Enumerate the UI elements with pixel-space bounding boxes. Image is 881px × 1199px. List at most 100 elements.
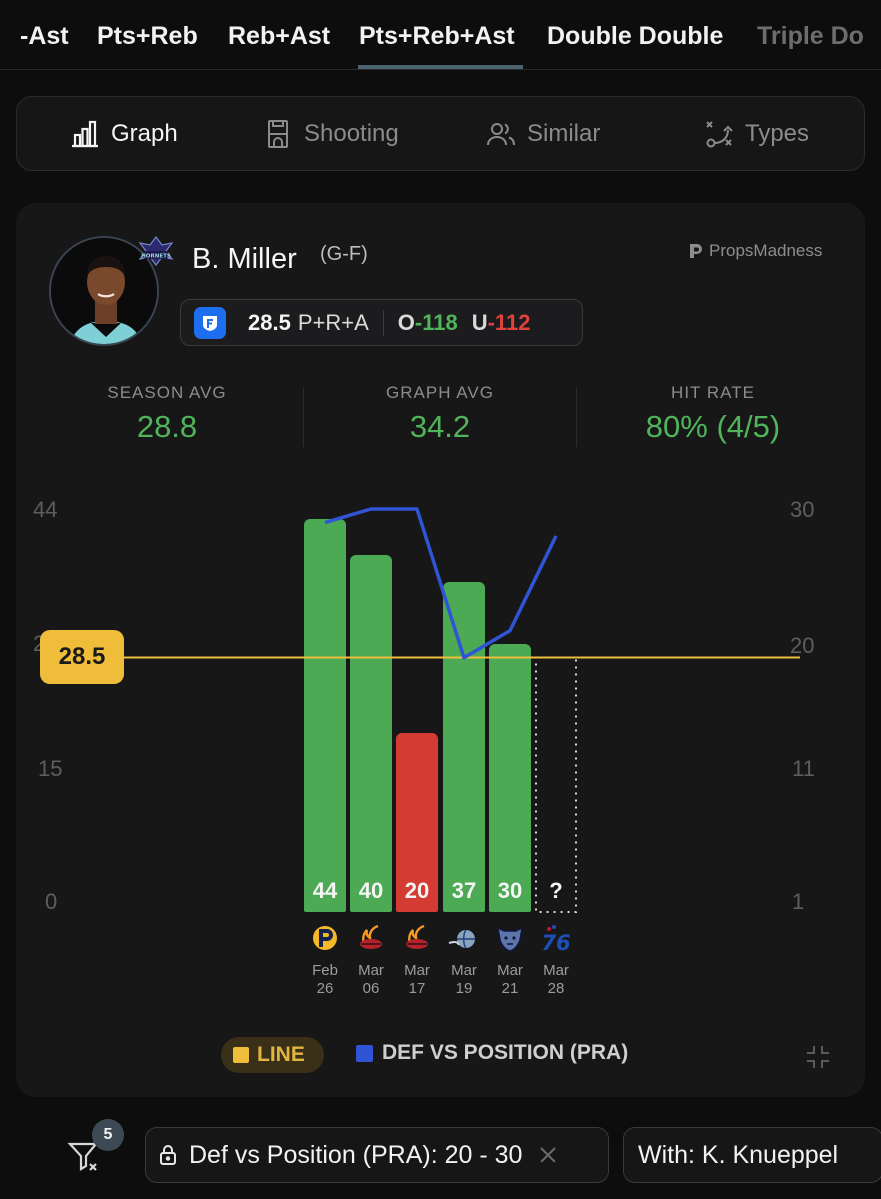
game-date-month: Mar bbox=[451, 962, 477, 979]
bar-mar-06[interactable] bbox=[350, 554, 392, 912]
player-avatar bbox=[49, 236, 159, 346]
bar-value-label: 44 bbox=[312, 878, 338, 903]
player-name: B. Miller bbox=[192, 243, 297, 275]
view-types[interactable]: Types bbox=[703, 119, 809, 149]
play-diagram-icon bbox=[706, 121, 733, 148]
bar-value-label: 40 bbox=[358, 878, 384, 903]
season-avg: SEASON AVG 28.8 bbox=[31, 383, 303, 445]
bar-mar-19[interactable] bbox=[443, 581, 485, 912]
bar-chart-icon bbox=[72, 120, 98, 148]
svg-text:76: 76 bbox=[541, 931, 570, 953]
close-icon[interactable] bbox=[538, 1145, 558, 1165]
game-date-day: 26 bbox=[316, 980, 334, 997]
active-tab-indicator bbox=[358, 65, 523, 69]
bar-value-label: ? bbox=[549, 878, 563, 903]
over-odds[interactable]: O-118 bbox=[398, 310, 458, 336]
view-graph[interactable]: Graph bbox=[69, 119, 178, 149]
tab-reb-ast[interactable]: Reb+Ast bbox=[228, 22, 331, 50]
prop-line-pill[interactable]: 28.5 P+R+A O-118 U-112 bbox=[180, 299, 583, 346]
bar-upcoming-placeholder bbox=[535, 656, 577, 913]
view-similar-label: Similar bbox=[527, 120, 601, 147]
stat-divider bbox=[303, 387, 304, 447]
view-types-label: Types bbox=[745, 120, 810, 147]
hit-rate: HIT RATE 80% (4/5) bbox=[577, 383, 849, 445]
view-selector: Graph Shooting Similar Types bbox=[16, 96, 865, 171]
filter-chip-label: Def vs Position (PRA): 20 - 30 bbox=[189, 1140, 523, 1169]
y-axis-right-tick: 11 bbox=[792, 756, 815, 781]
game-date: Mar 17 bbox=[392, 962, 442, 998]
prop-type-tabs: -Ast Pts+Reb Reb+Ast Pts+Reb+Ast Double … bbox=[0, 0, 881, 70]
bar-mar-17[interactable] bbox=[396, 733, 438, 912]
hit-rate-value: 80% (4/5) bbox=[645, 409, 781, 444]
view-shooting-label: Shooting bbox=[304, 120, 399, 147]
game-date-month: Mar bbox=[404, 962, 430, 979]
view-shooting[interactable]: Shooting bbox=[262, 119, 399, 149]
legend-def-vs-position[interactable]: DEF VS POSITION (PRA) bbox=[356, 1041, 628, 1065]
collapse-icon[interactable] bbox=[805, 1044, 831, 1070]
legend-line[interactable]: LINE bbox=[221, 1037, 324, 1073]
game-date-month: Mar bbox=[497, 962, 523, 979]
season-avg-value: 28.8 bbox=[136, 409, 198, 444]
brand-name: PropsMadness bbox=[709, 241, 823, 260]
filter-chip-def-vs-position[interactable]: Def vs Position (PRA): 20 - 30 bbox=[145, 1127, 609, 1183]
propsmadness-icon bbox=[690, 244, 702, 258]
tab-pts-reb[interactable]: Pts+Reb bbox=[97, 22, 198, 50]
tab-pts-reb-ast[interactable]: Pts+Reb+Ast bbox=[359, 22, 515, 50]
game-date: Mar 28 bbox=[531, 962, 581, 998]
tab-triple-double[interactable]: Triple Do bbox=[757, 22, 864, 50]
tab-pts-ast[interactable]: -Ast bbox=[20, 22, 69, 50]
view-similar[interactable]: Similar bbox=[485, 119, 600, 149]
filter-chip-with-player[interactable]: With: K. Knueppel bbox=[623, 1127, 881, 1183]
game-date-month: Mar bbox=[358, 962, 384, 979]
bar-value-label: 20 bbox=[404, 878, 430, 903]
bar-value-label: 37 bbox=[451, 878, 477, 903]
tab-double-double[interactable]: Double Double bbox=[547, 22, 724, 50]
game-date: Mar 21 bbox=[485, 962, 535, 998]
y-axis-right-tick: 1 bbox=[792, 889, 805, 914]
graph-avg-label: GRAPH AVG bbox=[386, 383, 494, 402]
game-log-chart: 44 29 15 0 30 20 11 1 44Feb2640Mar0620Ma… bbox=[16, 203, 865, 1097]
player-position: (G-F) bbox=[320, 243, 368, 265]
graph-avg: GRAPH AVG 34.2 bbox=[304, 383, 576, 445]
under-label: U bbox=[471, 309, 488, 335]
y-axis-left-tick: 0 bbox=[45, 889, 58, 914]
game-date: Feb 26 bbox=[300, 962, 350, 998]
y-axis-left-tick: 44 bbox=[33, 497, 58, 522]
graph-avg-value: 34.2 bbox=[409, 409, 471, 444]
legend-def-label: DEF VS POSITION (PRA) bbox=[382, 1041, 629, 1064]
player-prop-card: HORNETS B. Miller (G-F) PropsMadness 28.… bbox=[16, 203, 865, 1097]
prop-line-badge[interactable]: 28.5 bbox=[40, 630, 124, 685]
game-date-day: 19 bbox=[455, 980, 473, 997]
legend-line-label: LINE bbox=[257, 1043, 305, 1066]
filter-chip-label: With: K. Knueppel bbox=[638, 1140, 839, 1169]
fanduel-icon bbox=[194, 306, 226, 339]
brand-logo: PropsMadness bbox=[688, 241, 822, 261]
users-icon bbox=[487, 123, 515, 146]
filter-count-badge: 5 bbox=[92, 1119, 124, 1151]
def-swatch bbox=[356, 1044, 373, 1062]
game-date-day: 21 bbox=[501, 980, 519, 997]
view-graph-label: Graph bbox=[111, 120, 178, 147]
bar-feb-26[interactable] bbox=[304, 519, 346, 912]
lock-icon bbox=[160, 1145, 176, 1165]
bar-value-label: 30 bbox=[497, 878, 523, 903]
game-date-day: 17 bbox=[408, 980, 426, 997]
prop-line-value: 28.5 bbox=[248, 309, 291, 335]
y-axis-right-tick: 20 bbox=[790, 633, 815, 658]
under-odds[interactable]: U-112 bbox=[472, 310, 531, 336]
player-headshot bbox=[51, 238, 157, 344]
y-axis-right-tick: 30 bbox=[790, 497, 815, 522]
summary-stats: SEASON AVG 28.8 GRAPH AVG 34.2 HIT RATE … bbox=[16, 383, 865, 453]
hornets-logo: HORNETS bbox=[138, 236, 174, 266]
svg-text:HORNETS: HORNETS bbox=[141, 253, 171, 259]
pill-divider bbox=[382, 309, 384, 336]
game-date-day: 28 bbox=[547, 980, 565, 997]
game-date-month: Mar bbox=[543, 962, 569, 979]
court-icon bbox=[268, 120, 288, 148]
game-date: Mar 06 bbox=[346, 962, 396, 998]
season-avg-label: SEASON AVG bbox=[107, 383, 227, 402]
stat-divider bbox=[576, 387, 577, 447]
line-swatch bbox=[233, 1047, 249, 1063]
bar-mar-21[interactable] bbox=[489, 644, 531, 912]
under-odds-value: -112 bbox=[487, 309, 531, 335]
